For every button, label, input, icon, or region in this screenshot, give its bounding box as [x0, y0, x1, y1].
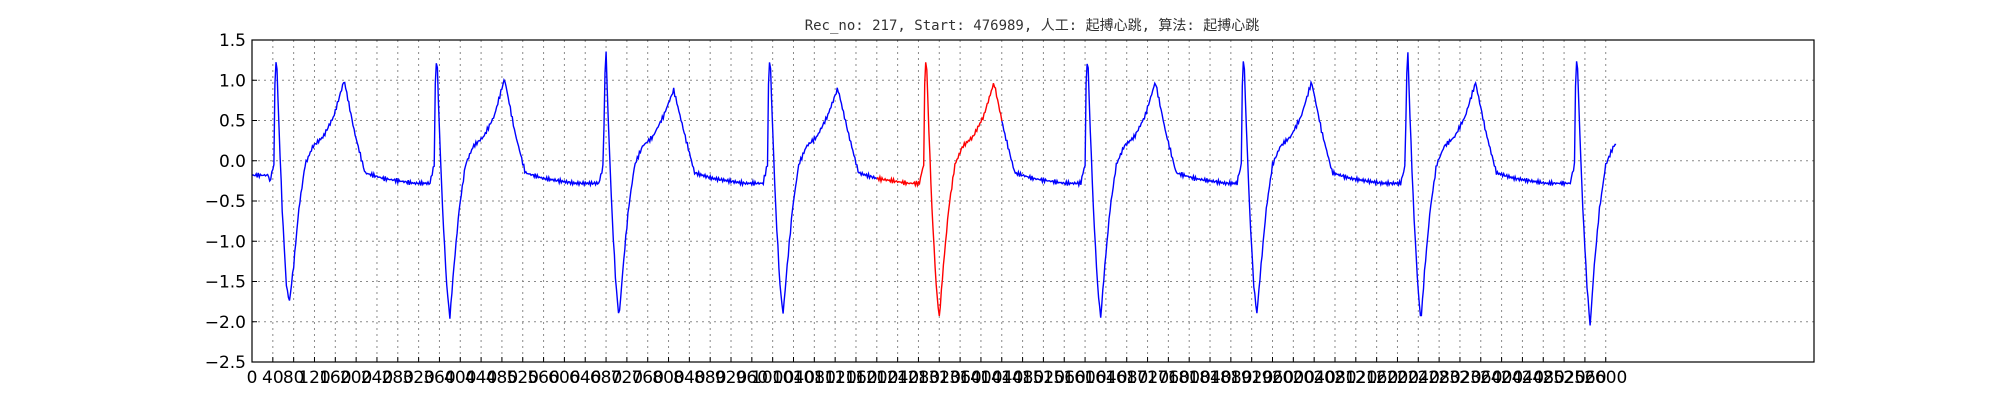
x-tick-label: 920 — [715, 368, 747, 388]
x-tick-label: 40 — [262, 368, 284, 388]
x-tick-label: 2120 — [1334, 368, 1377, 388]
x-tick-label: 1200 — [855, 368, 898, 388]
x-tick-label: 600 — [548, 368, 580, 388]
y-tick-label: 0.0 — [219, 152, 246, 172]
grid-lines — [252, 40, 1814, 362]
x-tick-label: 1960 — [1251, 368, 1294, 388]
x-tick-label: 2320 — [1438, 368, 1481, 388]
x-tick-label: 1080 — [793, 368, 836, 388]
x-tick-label: 2080 — [1313, 368, 1356, 388]
x-tick-label: 1360 — [938, 368, 981, 388]
plot-frame — [251, 39, 1815, 363]
x-tick-label: 1400 — [959, 368, 1002, 388]
y-tick-label: −2.0 — [205, 313, 246, 333]
x-tick-label: 1920 — [1230, 368, 1273, 388]
x-tick-label: 1840 — [1188, 368, 1231, 388]
x-tick-label: 240 — [361, 368, 393, 388]
x-tick-label: 1160 — [834, 368, 877, 388]
x-tick-label: 1040 — [772, 368, 815, 388]
x-tick-label: 2360 — [1459, 368, 1502, 388]
x-tick-label: 1480 — [1001, 368, 1044, 388]
ecg-trace-segment — [251, 51, 878, 319]
y-tick-label: 1.5 — [219, 31, 246, 51]
x-tick-label: 2280 — [1417, 368, 1460, 388]
x-tick-label: 2600 — [1584, 368, 1627, 388]
x-tick-label: 400 — [444, 368, 476, 388]
ecg-trace-segment — [1001, 52, 1617, 326]
x-tick-label: 960 — [736, 368, 768, 388]
x-tick-label: 2040 — [1293, 368, 1336, 388]
y-tick-label: −0.5 — [205, 192, 246, 212]
x-tick-label: 480 — [486, 368, 518, 388]
x-tick-label: 520 — [507, 368, 539, 388]
x-tick-label: 840 — [673, 368, 705, 388]
x-tick-label: 360 — [423, 368, 455, 388]
x-tick-label: 1240 — [876, 368, 919, 388]
y-tick-label: 0.5 — [219, 112, 246, 132]
x-tick-label: 1560 — [1043, 368, 1086, 388]
x-tick-label: 2160 — [1355, 368, 1398, 388]
x-tick-label: 640 — [569, 368, 601, 388]
x-tick-label: 1520 — [1022, 368, 1065, 388]
y-tick-label: −1.0 — [205, 232, 246, 252]
ecg-highlight-segment — [876, 62, 1003, 316]
x-tick-label: 680 — [590, 368, 622, 388]
x-tick-label: 1640 — [1084, 368, 1127, 388]
x-tick-label: 880 — [694, 368, 726, 388]
x-tick-label: 1880 — [1209, 368, 1252, 388]
x-tick-label: 1280 — [897, 368, 940, 388]
x-tick-label: 1600 — [1063, 368, 1106, 388]
x-tick-label: 2560 — [1563, 368, 1606, 388]
x-tick-label: 560 — [527, 368, 559, 388]
x-axis-ticks: 0 40 8012016020024028032036040044048052056… — [247, 357, 1627, 388]
x-tick-label: 1000 — [751, 368, 794, 388]
x-tick-label: 0 — [247, 368, 258, 388]
x-tick-label: 280 — [382, 368, 414, 388]
x-tick-label: 440 — [465, 368, 497, 388]
x-tick-label: 1440 — [980, 368, 1023, 388]
x-tick-label: 2000 — [1272, 368, 1315, 388]
y-axis-ticks: 1.5 1.0 0.5 0.0 −0.5 −1.0 −1.5 −2.0 −2.5 — [205, 31, 257, 373]
x-tick-label: 80 — [283, 368, 305, 388]
x-tick-label: 120 — [298, 368, 330, 388]
x-tick-label: 1320 — [918, 368, 961, 388]
x-tick-label: 2520 — [1542, 368, 1585, 388]
x-tick-label: 1720 — [1126, 368, 1169, 388]
x-tick-label: 720 — [611, 368, 643, 388]
y-tick-label: −2.5 — [205, 353, 246, 373]
x-tick-label: 160 — [319, 368, 351, 388]
x-tick-label: 320 — [402, 368, 434, 388]
x-tick-label: 800 — [652, 368, 684, 388]
y-tick-label: 1.0 — [219, 71, 246, 91]
x-tick-label: 1800 — [1168, 368, 1211, 388]
x-tick-label: 2400 — [1480, 368, 1523, 388]
y-tick-label: −1.5 — [205, 273, 246, 293]
x-tick-label: 200 — [340, 368, 372, 388]
x-tick-label: 1120 — [814, 368, 857, 388]
x-tick-label: 760 — [631, 368, 663, 388]
x-tick-label: 2480 — [1522, 368, 1565, 388]
x-tick-label: 2440 — [1501, 368, 1544, 388]
ecg-series — [251, 51, 1617, 326]
chart-title: Rec_no: 217, Start: 476989, 人工: 起搏心跳, 算法… — [805, 17, 1260, 34]
x-tick-label: 1680 — [1105, 368, 1148, 388]
x-tick-label: 1760 — [1147, 368, 1190, 388]
x-tick-label: 2200 — [1376, 368, 1419, 388]
x-tick-label: 2240 — [1397, 368, 1440, 388]
